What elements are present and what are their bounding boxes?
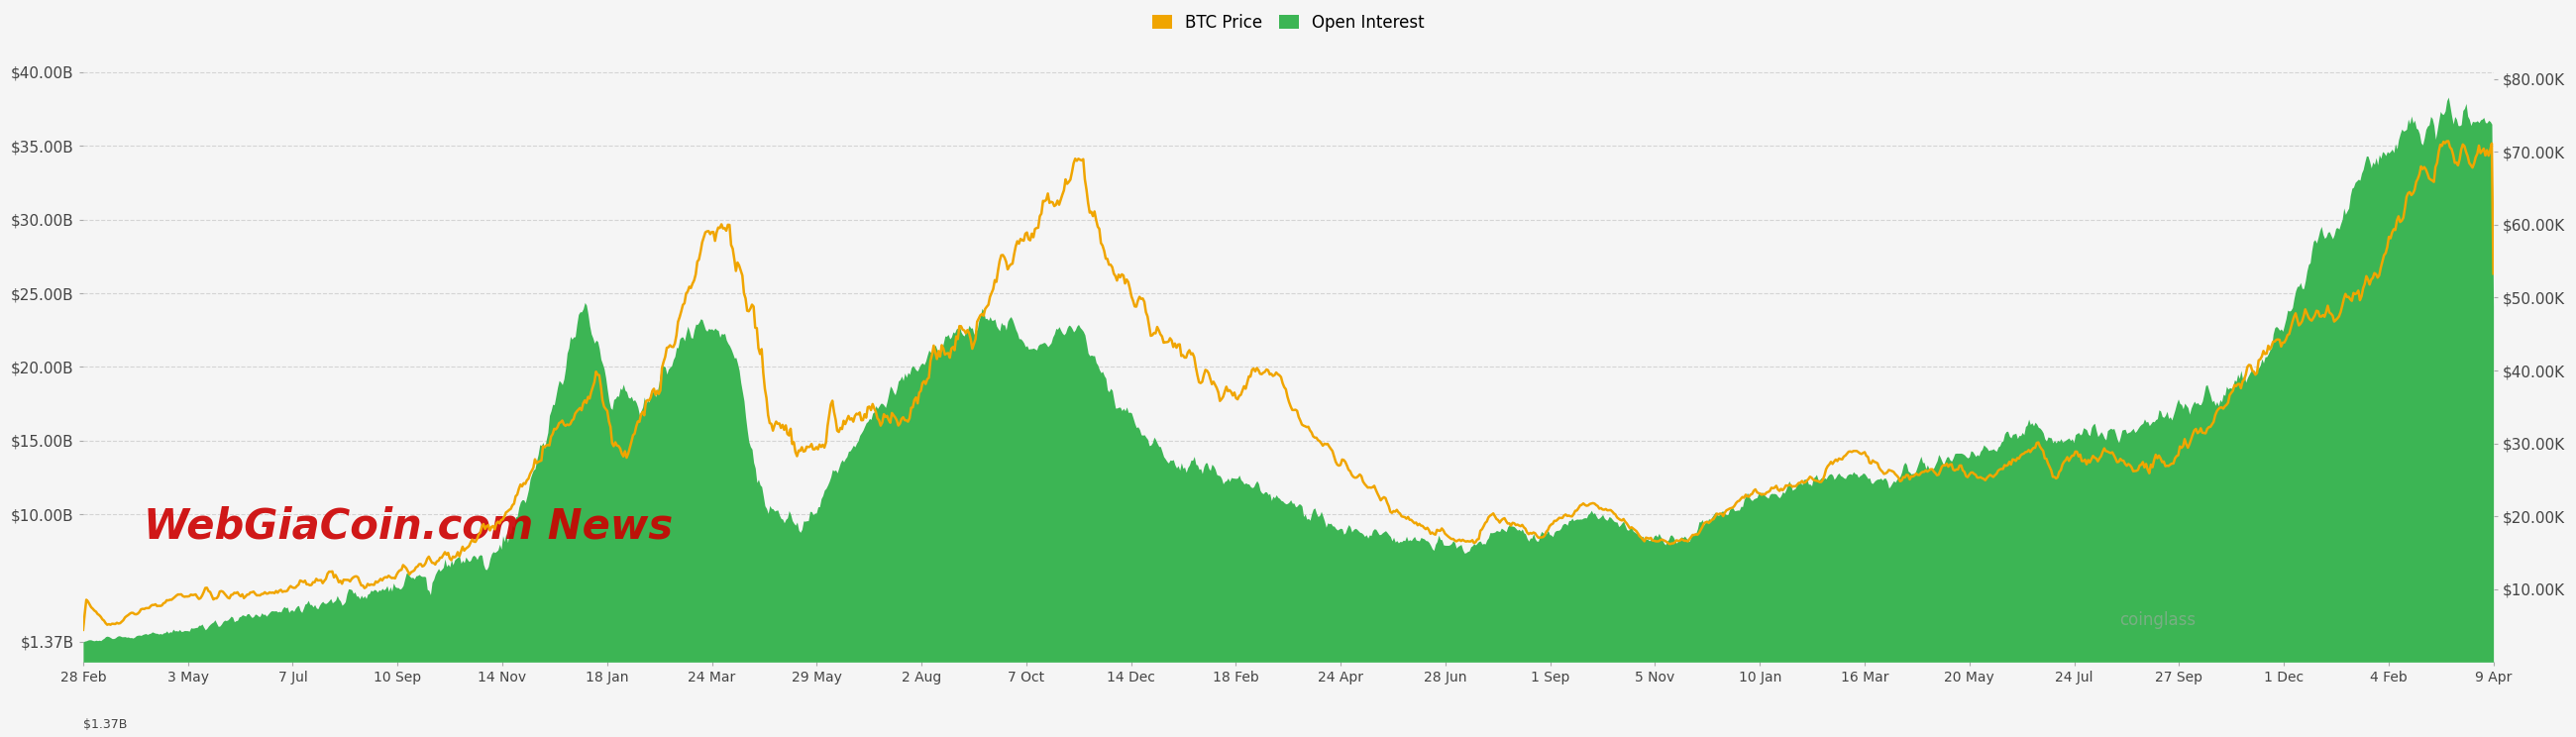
Text: WebGiaCoin.com News: WebGiaCoin.com News bbox=[144, 506, 672, 547]
Text: $1.37B: $1.37B bbox=[82, 718, 126, 730]
Legend: BTC Price, Open Interest: BTC Price, Open Interest bbox=[1146, 7, 1432, 38]
Text: coinglass: coinglass bbox=[2120, 611, 2197, 629]
